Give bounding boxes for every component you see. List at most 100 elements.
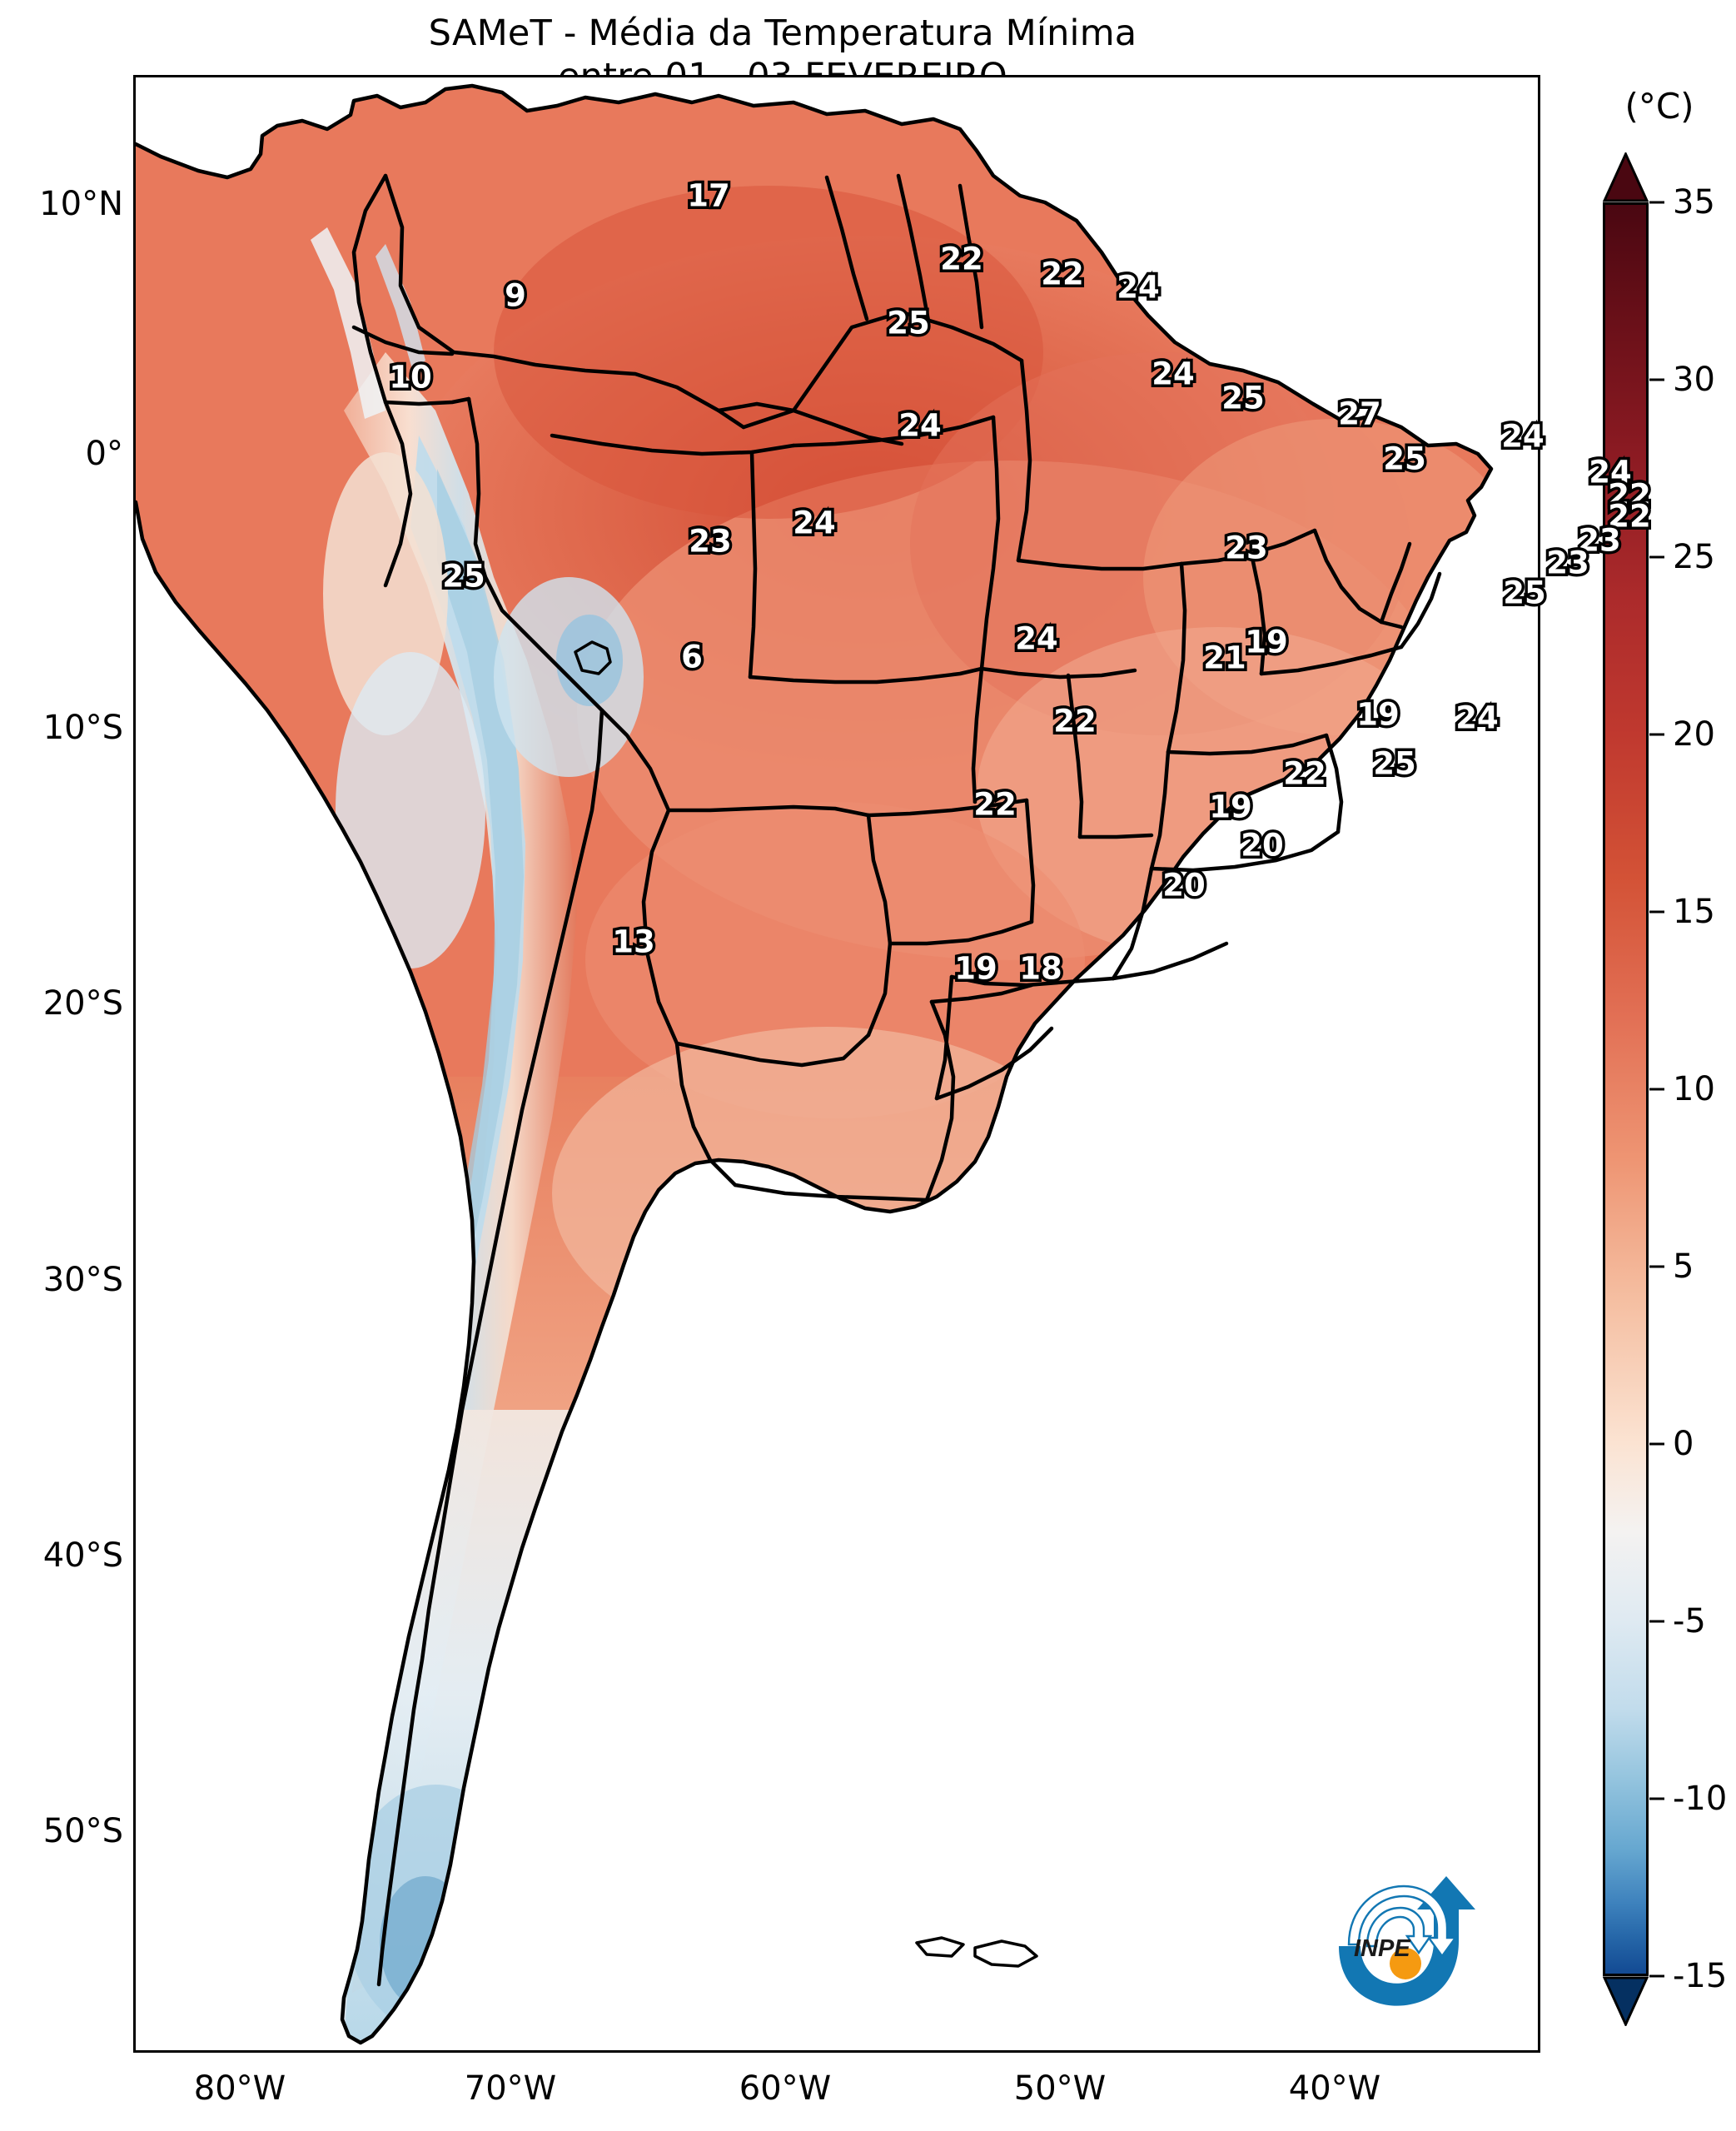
map-value-label: 24 24 (1012, 618, 1061, 660)
colorbar-tick-30 (1649, 378, 1664, 381)
colorbar-ticklabel-20: 20 (1673, 715, 1715, 754)
map-value-label-text: 22 (973, 786, 1017, 823)
map-value-label-text: 10 (389, 359, 432, 396)
map-value-label-halo: 25 (1219, 377, 1267, 419)
map-value-label: 13 13 (609, 921, 658, 963)
map-value-label: 22 22 (971, 784, 1019, 825)
map-value-label: 24 24 (1149, 353, 1197, 395)
map-value-label-text: 20 (1241, 827, 1284, 864)
map-value-label: 25 25 (1219, 377, 1267, 419)
map-value-label-text: 22 (1283, 755, 1326, 792)
map-value-label-text: 24 (1117, 269, 1160, 306)
ytick-40S: 40°S (42, 1536, 123, 1575)
map-value-label: 23 23 (1222, 527, 1271, 569)
map-value-label-text: 25 (1373, 745, 1416, 782)
map-value-label-text: 19 (1209, 789, 1252, 825)
map-value-label-halo: 27 (1336, 393, 1384, 435)
map-value-label: 22 22 (1038, 253, 1087, 295)
map-value-label-halo: 22 (1281, 753, 1329, 794)
map-value-label: 24 24 (1499, 416, 1547, 457)
map-value-label-halo: 20 (1160, 864, 1208, 906)
map-value-label-halo: 23 (1544, 542, 1592, 584)
xtick-80W: 80°W (193, 2069, 286, 2108)
title-line-1: SAMeT - Média da Temperatura Mínima (428, 12, 1137, 54)
map-value-label-halo: 22 (1605, 495, 1654, 537)
colorbar-tick-15 (1649, 910, 1664, 914)
map-value-label-text: 24 (1015, 620, 1058, 657)
map-value-label-halo: 19 (1242, 621, 1291, 663)
map-value-label-halo: 24 (1453, 697, 1501, 739)
colorbar-unit-label: (°C) (1624, 86, 1694, 127)
map-value-label-halo: 18 (1017, 948, 1065, 989)
map-value-label: 10 10 (386, 356, 435, 398)
map-value-label-text: 25 (1503, 575, 1546, 611)
colorbar-tick-minus5 (1649, 1620, 1664, 1623)
colorbar-ticklabel-minus5: -5 (1673, 1602, 1706, 1641)
colorbar-ticklabel-25: 25 (1673, 538, 1715, 576)
colorbar-ticklabel-minus10: -10 (1673, 1780, 1728, 1818)
map-value-label-halo: 10 (386, 356, 435, 398)
map-value-label: 19 19 (952, 948, 1000, 989)
map-value-label: 27 27 (1336, 393, 1384, 435)
map-value-label-text: 19 (1245, 624, 1288, 660)
colorbar-ticklabel-15: 15 (1673, 893, 1715, 931)
xtick-50W: 50°W (1013, 2069, 1107, 2108)
map-value-label-text: 24 (793, 505, 836, 541)
map-value-label: 22 22 (1281, 753, 1329, 794)
colorbar-tick-20 (1649, 733, 1664, 736)
colorbar-ticklabel-0: 0 (1673, 1425, 1694, 1463)
map-value-label-halo: 22 (971, 784, 1019, 825)
map-value-label-halo: 22 (938, 238, 986, 280)
map-value-label-text: 19 (1356, 696, 1400, 733)
inpe-logo: INPE (1324, 1870, 1478, 2015)
map-value-label: 25 25 (1370, 743, 1419, 784)
map-value-label-halo: 13 (609, 921, 658, 963)
map-value-label-text: 25 (887, 305, 930, 341)
map-value-label: 25 25 (440, 555, 488, 597)
map-value-label-halo: 23 (686, 520, 734, 562)
xtick-70W: 70°W (464, 2069, 557, 2108)
colorbar-ticklabel-minus15: -15 (1673, 1957, 1728, 1995)
logo-inner-loop (1365, 1906, 1433, 1955)
map-value-label-halo: 25 (1380, 438, 1429, 480)
map-value-label-halo: 24 (1149, 353, 1197, 395)
map-value-label-halo: 25 (884, 302, 933, 344)
map-value-label-halo: 25 (440, 555, 488, 597)
ytick-20S: 20°S (42, 984, 123, 1023)
map-value-label: 25 25 (884, 302, 933, 344)
colorbar-tick-5 (1649, 1265, 1664, 1268)
map-value-label-halo: 21 (1201, 637, 1249, 679)
map-value-label: 20 20 (1238, 824, 1286, 866)
map-value-label: 24 24 (1114, 266, 1162, 308)
map-value-label: 18 18 (1017, 948, 1065, 989)
temperature-heatmap (136, 77, 1538, 2050)
map-value-label-text: 27 (1338, 396, 1381, 432)
ytick-50S: 50°S (42, 1812, 123, 1850)
map-plot-area (133, 75, 1540, 2053)
map-value-label-text: 23 (1225, 530, 1268, 566)
map-value-label-halo: 22 (1605, 475, 1654, 516)
logo-orange-dot (1390, 1948, 1421, 1979)
map-value-label-text: 19 (954, 950, 997, 987)
map-value-label: 19 19 (1242, 621, 1291, 663)
map-value-label-text: 23 (1546, 545, 1589, 581)
map-value-label: 24 24 (1453, 697, 1501, 739)
map-value-label-text: 25 (1383, 441, 1426, 477)
map-value-label-text: 25 (1221, 380, 1265, 416)
map-value-label-halo: 24 (1586, 451, 1634, 493)
map-value-label: 21 21 (1201, 637, 1249, 679)
colorbar-tick-25 (1649, 555, 1664, 559)
map-value-label: 22 22 (1605, 495, 1654, 537)
map-value-label: 24 24 (1586, 451, 1634, 493)
map-value-label: 22 22 (1605, 475, 1654, 516)
colorbar-tick-10 (1649, 1088, 1664, 1091)
administrative-boundaries (136, 83, 1494, 2045)
map-value-label: 25 25 (1500, 572, 1549, 614)
map-value-label-text: 22 (940, 241, 983, 277)
colorbar-ticklabel-30: 30 (1673, 361, 1715, 399)
map-value-label-halo: 19 (1354, 694, 1402, 735)
map-value-label-text: 22 (1053, 703, 1097, 739)
map-value-label: 22 22 (1051, 700, 1099, 742)
